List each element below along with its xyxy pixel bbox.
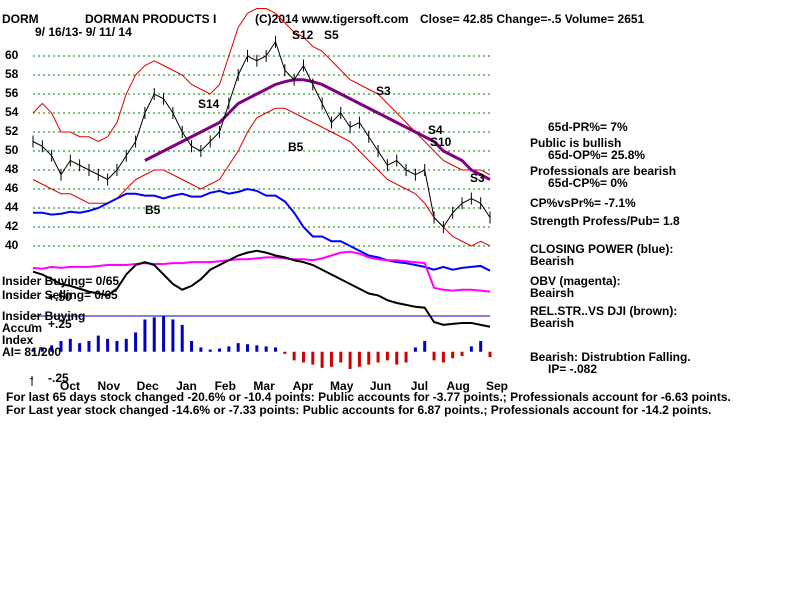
note: CP%vsPr%= -7.1% [530,196,636,210]
y-tick-label: 50 [5,143,19,157]
signal-label: S4 [428,123,443,137]
note: Bearish [530,316,574,330]
signal-label: S12 [292,28,314,42]
note: Strength Profess/Pub= 1.8 [530,214,680,228]
signal-label: S3 [376,84,391,98]
month-label: Sep [486,379,508,393]
signal-label: B5 [288,140,304,154]
series-line [33,187,491,272]
month-label: Oct [60,379,80,393]
note: Bearish [530,254,574,268]
note: Beairsh [530,286,574,300]
signal-label: S3 [470,171,485,185]
signal-label: S5 [324,28,339,42]
month-label: Apr [293,379,314,393]
month-label: Nov [97,379,120,393]
series-line [32,107,491,247]
note: REL.STR..VS DJI (brown): [530,304,677,318]
quote: Close= 42.85 Change=-.5 Volume= 2651 [420,12,645,26]
y-tick-label: 60 [5,48,19,62]
left-label: Accum [2,321,42,335]
footer-line: For Last year stock changed -14.6% or -7… [6,403,712,417]
left-label: AI= 81/200 [2,345,61,359]
company-name: DORMAN PRODUCTS I [85,12,216,26]
y-tick-label: 48 [5,162,19,176]
series-line [32,250,491,293]
series-line [32,40,491,228]
note: OBV (magenta): [530,274,621,288]
note: IP= -.082 [548,362,597,376]
left-label: Insider Buying= 0/65 [2,274,119,288]
month-label: Jul [411,379,428,393]
accum-tick-label: +.50 [48,290,72,304]
month-label: Jun [370,379,391,393]
month-label: May [330,379,354,393]
left-label: Insider Buying [2,309,85,323]
note: Professionals are bearish [530,164,676,178]
y-tick-label: 54 [5,105,19,119]
note: CLOSING POWER (blue): [530,242,673,256]
month-label: Feb [215,379,236,393]
signal-label: B5 [145,203,161,217]
note: 65d-OP%= 25.8% [548,148,645,162]
series-line [144,78,491,181]
y-tick-label: 42 [5,219,19,233]
note: 65d-PR%= 7% [548,120,628,134]
y-tick-label: 40 [5,238,19,252]
footer-line: For last 65 days stock changed -20.6% or… [6,390,731,404]
y-tick-label: 46 [5,181,19,195]
accum-tick-label: -.25 [48,371,69,385]
month-label: Dec [137,379,159,393]
y-tick-label: 52 [5,124,19,138]
month-label: Jan [176,379,197,393]
ticker: DORM [2,12,39,26]
left-label: Index [2,333,34,347]
note: Public is bullish [530,136,621,150]
left-label: Insider Selling= 0/65 [2,288,118,302]
series-line [32,249,491,328]
accum-tick-label: +.25 [48,317,72,331]
y-tick-label: 58 [5,67,19,81]
note: 65d-CP%= 0% [548,176,628,190]
y-tick-label: 56 [5,86,19,100]
signal-label: S14 [198,97,220,111]
month-label: Aug [447,379,470,393]
copyright: (C)2014 www.tigersoft.com [255,12,409,26]
signal-label: S10 [430,135,452,149]
y-tick-label: 44 [5,200,19,214]
month-label: Mar [253,379,275,393]
note: Bearish: Distrubtion Falling. [530,350,691,364]
date-range: 9/ 16/13- 9/ 11/ 14 [35,25,132,39]
